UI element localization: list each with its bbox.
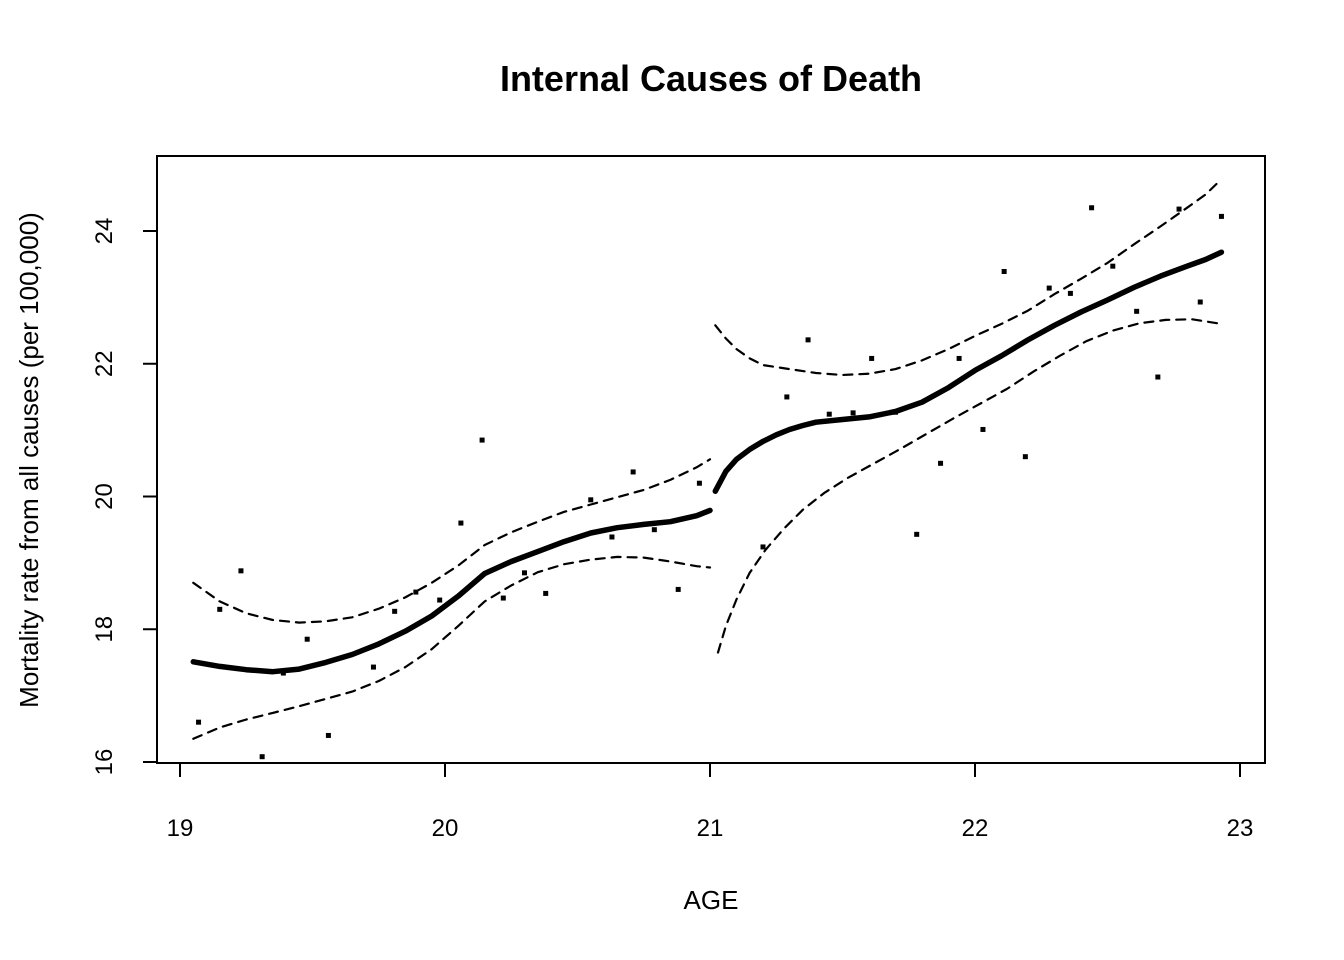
data-point bbox=[1001, 268, 1007, 274]
y-tick-label: 20 bbox=[91, 483, 118, 510]
data-point bbox=[784, 394, 790, 400]
data-point bbox=[956, 355, 962, 361]
data-point bbox=[196, 719, 202, 725]
data-point bbox=[370, 664, 376, 670]
data-point bbox=[325, 732, 331, 738]
data-point bbox=[630, 469, 636, 475]
ci-upper-left-curve bbox=[192, 458, 712, 624]
ci-lower-right-curve bbox=[716, 318, 1223, 654]
data-point bbox=[259, 754, 265, 760]
data-point bbox=[437, 597, 443, 603]
plot-area: 19 20 21 22 23 16 18 20 22 24 bbox=[91, 155, 1266, 842]
data-point bbox=[479, 437, 485, 443]
x-tick-label: 22 bbox=[962, 815, 989, 842]
data-point bbox=[217, 606, 223, 612]
fit-line-left bbox=[190, 507, 713, 675]
data-point bbox=[760, 544, 766, 550]
data-point bbox=[1067, 290, 1073, 296]
data-point bbox=[500, 595, 506, 601]
data-point bbox=[1022, 454, 1028, 460]
data-point bbox=[238, 568, 244, 574]
y-tick-label: 22 bbox=[91, 350, 118, 377]
data-point bbox=[696, 480, 702, 486]
chart-title: Internal Causes of Death bbox=[500, 58, 922, 99]
data-point bbox=[826, 411, 832, 417]
data-point bbox=[805, 337, 811, 343]
data-point bbox=[522, 570, 527, 576]
data-point bbox=[1089, 205, 1095, 211]
data-point bbox=[893, 409, 898, 415]
data-point bbox=[1110, 263, 1116, 269]
y-tick-label: 18 bbox=[91, 616, 118, 643]
data-point bbox=[869, 355, 875, 361]
x-tick-label: 23 bbox=[1227, 815, 1254, 842]
data-point bbox=[914, 531, 920, 537]
y-axis-label: Mortality rate from all causes (per 100,… bbox=[14, 212, 44, 708]
data-point bbox=[304, 636, 310, 642]
data-point bbox=[588, 497, 594, 503]
y-tick-label: 16 bbox=[91, 749, 118, 776]
data-point bbox=[1046, 285, 1052, 291]
data-point bbox=[458, 520, 464, 526]
data-point bbox=[651, 527, 657, 533]
data-point bbox=[543, 590, 549, 596]
data-point bbox=[1134, 308, 1140, 314]
data-point bbox=[413, 589, 419, 595]
y-tick-label: 24 bbox=[91, 218, 118, 245]
ci-lower-left-curve bbox=[192, 555, 712, 740]
ci-upper-right-curve bbox=[714, 178, 1223, 377]
data-point bbox=[980, 426, 986, 432]
data-point bbox=[675, 586, 681, 592]
data-point bbox=[609, 534, 615, 540]
data-point bbox=[850, 410, 856, 416]
x-tick-label: 19 bbox=[167, 815, 194, 842]
data-point bbox=[392, 608, 398, 614]
data-point bbox=[1218, 213, 1224, 219]
data-point bbox=[938, 460, 944, 466]
fit-line-right bbox=[712, 249, 1225, 494]
data-point bbox=[1176, 206, 1182, 212]
x-axis-label: AGE bbox=[684, 885, 739, 915]
data-point bbox=[1197, 299, 1203, 305]
x-tick-label: 20 bbox=[432, 815, 459, 842]
x-tick-label: 21 bbox=[697, 815, 724, 842]
data-point bbox=[280, 670, 286, 676]
data-point bbox=[1155, 374, 1161, 380]
